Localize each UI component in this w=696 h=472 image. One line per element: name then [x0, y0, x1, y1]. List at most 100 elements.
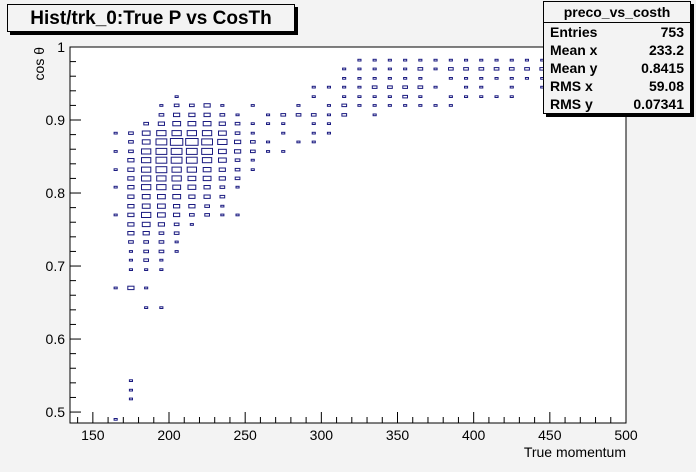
bin-box [113, 168, 118, 172]
bin-box [448, 67, 454, 71]
bin-box [218, 121, 226, 126]
bin-box [113, 185, 118, 189]
bin-box [157, 203, 166, 209]
bin-box [311, 140, 316, 144]
bin-box [128, 258, 133, 262]
x-tick-label: 450 [538, 427, 562, 443]
bin-box [234, 176, 241, 181]
bin-box [203, 185, 211, 190]
bin-box [141, 130, 151, 136]
bin-box [158, 231, 165, 235]
bin-box [281, 122, 286, 126]
bin-box [509, 95, 514, 99]
y-axis-title: cos θ [31, 47, 47, 81]
bin-box [173, 222, 180, 227]
bin-box [189, 213, 195, 217]
stats-label: RMS y [550, 96, 593, 112]
bin-box [464, 58, 469, 62]
bin-box [202, 167, 212, 173]
plot-frame [69, 46, 627, 424]
bin-box [402, 94, 408, 99]
bin-box [201, 138, 213, 146]
bin-box [186, 166, 197, 173]
bin-box [311, 122, 316, 126]
bin-box [372, 113, 377, 117]
bin-box [372, 77, 377, 80]
bin-box [387, 85, 393, 89]
bin-box [478, 67, 485, 71]
bin-box [172, 121, 182, 127]
bin-box [155, 166, 168, 174]
bin-box [128, 140, 134, 144]
bin-box [144, 286, 149, 290]
x-tick-label: 500 [614, 427, 638, 443]
bin-box [187, 184, 197, 190]
bin-box [127, 167, 135, 172]
bin-box [403, 77, 408, 80]
bin-box [172, 194, 182, 200]
bin-box [342, 77, 347, 80]
bin-box [144, 268, 149, 271]
bin-box [141, 148, 152, 155]
bin-box [144, 306, 149, 309]
bin-box [113, 286, 118, 290]
bin-box [141, 166, 152, 173]
bin-box [218, 167, 226, 172]
bin-box [159, 258, 164, 262]
bin-box [158, 240, 165, 244]
bin-box [509, 77, 514, 80]
bin-box [157, 121, 166, 126]
stats-label: RMS x [550, 78, 593, 94]
bin-box [188, 194, 196, 199]
bin-box [463, 67, 469, 71]
bin-box [141, 221, 151, 228]
bin-box [524, 77, 530, 80]
bin-box [201, 147, 213, 155]
bin-box [128, 268, 133, 271]
stats-label: Mean x [550, 42, 598, 58]
stats-value: 59.08 [648, 78, 684, 94]
x-axis-title: True momentum [524, 444, 626, 460]
bin-box [185, 147, 198, 155]
bin-box [266, 150, 271, 153]
bin-box [372, 95, 377, 99]
bin-box [127, 285, 135, 291]
bin-box [296, 140, 301, 144]
bin-box [220, 104, 225, 107]
bin-box [250, 140, 256, 144]
chart-title: Hist/trk_0:True P vs CosTh [7, 4, 295, 32]
bin-box [418, 58, 423, 62]
bin-box [158, 113, 165, 117]
stats-value: 0.07341 [633, 96, 684, 112]
stats-histogram-name: preco_vs_costh [544, 2, 690, 23]
bin-box [357, 58, 362, 62]
bin-box [201, 157, 213, 164]
bin-box [141, 211, 152, 218]
x-tick-label: 400 [462, 427, 486, 443]
bin-box [128, 149, 134, 154]
bin-box [250, 168, 255, 172]
bin-box [387, 104, 392, 107]
bin-box [371, 85, 378, 89]
bin-box [159, 306, 164, 309]
y-axis: 0.5 0.6 0.7 0.8 0.9 1 [46, 39, 81, 420]
bin-box [418, 95, 423, 99]
bin-box [464, 77, 469, 80]
bin-box [234, 158, 241, 162]
bin-box [342, 67, 347, 71]
bin-box [433, 58, 438, 62]
bin-box [217, 138, 228, 145]
bin-box [494, 77, 499, 80]
bin-box [173, 231, 180, 235]
bin-box [479, 85, 484, 89]
bin-box [156, 175, 167, 182]
bin-box [234, 139, 242, 145]
bin-box [266, 122, 271, 126]
bins-layer [113, 58, 622, 421]
bin-box [158, 249, 165, 254]
bin-box [173, 103, 180, 108]
bin-box [141, 184, 152, 191]
bin-box [387, 67, 392, 71]
bin-box [155, 138, 168, 146]
